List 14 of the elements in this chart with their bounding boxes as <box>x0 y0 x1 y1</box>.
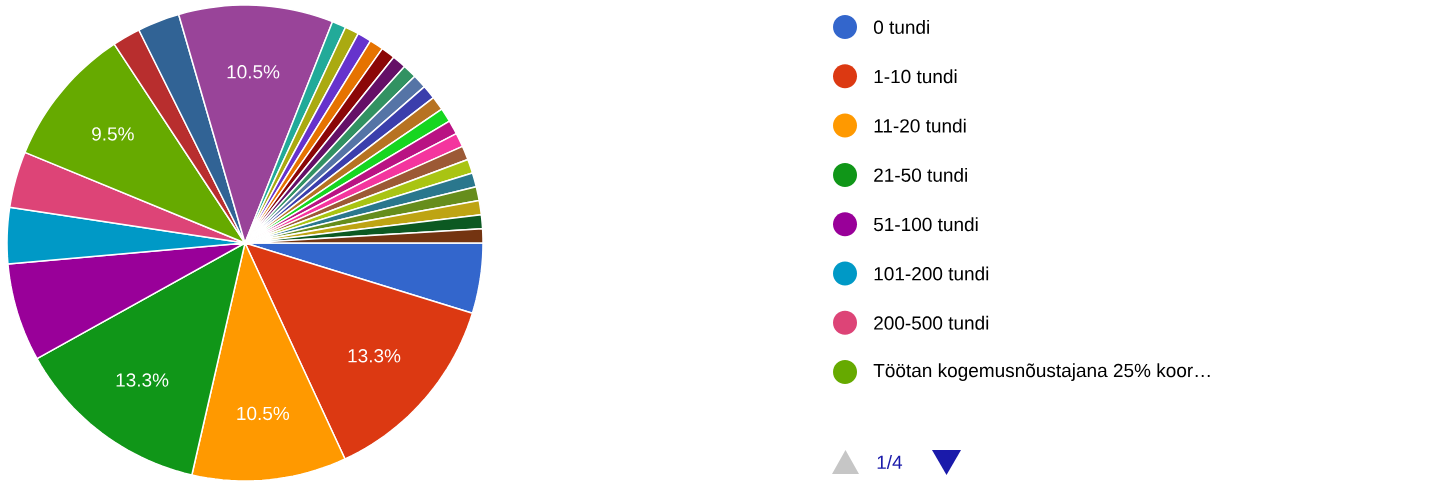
data-label: 13.3% <box>348 349 401 363</box>
data-label: 13.3% <box>116 373 169 387</box>
legend-label: 51-100 tundi <box>873 217 978 232</box>
legend-label: Töötan kogemusnõustajana 25% koor… <box>873 363 1210 382</box>
legend-label: 200-500 tundi <box>874 315 989 330</box>
legend-label: 21-50 tundi <box>874 168 967 183</box>
data-label: 10.5% <box>237 406 290 421</box>
data-label: 10.5% <box>227 65 280 79</box>
data-label: 9.5% <box>92 127 134 141</box>
legend-label: 0 tundi <box>873 20 929 35</box>
legend-label: 11-20 tundi <box>874 118 966 133</box>
legend-label: 1-10 tundi <box>874 69 957 84</box>
text: 1/4 <box>877 455 903 470</box>
legend-label: 101-200 tundi <box>874 266 989 281</box>
